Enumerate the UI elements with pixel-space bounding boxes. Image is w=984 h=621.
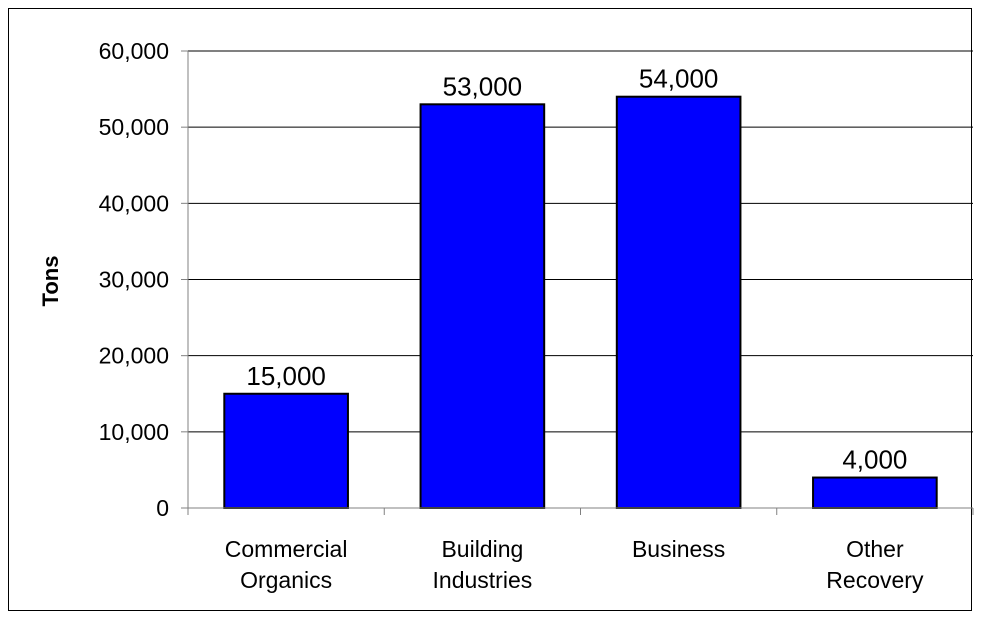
y-tick-label-5: 50,000	[99, 114, 169, 140]
data-label-3: 4,000	[842, 445, 907, 475]
data-label-0: 15,000	[246, 361, 326, 391]
y-tick-label-4: 40,000	[99, 190, 169, 216]
bar-1	[419, 103, 546, 509]
y-tick-label-6: 60,000	[99, 38, 169, 64]
y-tick-label-1: 10,000	[99, 419, 169, 445]
y-tick-label-0: 0	[156, 495, 169, 521]
y-axis-title: Tons	[38, 256, 63, 307]
axes	[181, 50, 974, 515]
y-tick-label-3: 30,000	[99, 267, 169, 293]
bars	[223, 95, 938, 509]
x-tick-label-3-line-1: Recovery	[826, 567, 924, 593]
x-tick-label-3: Other Recovery	[826, 536, 924, 593]
x-tick-label-1-line-1: Industries	[433, 567, 533, 593]
x-tick-label-2-line-0: Business	[632, 536, 725, 562]
data-label-2: 54,000	[639, 64, 719, 94]
bar-3	[812, 476, 938, 509]
y-tick-label-2: 20,000	[99, 343, 169, 369]
x-tick-label-3-line-0: Other	[846, 536, 904, 562]
x-tick-label-0: Commercial Organics	[225, 536, 348, 593]
x-tick-label-1: Building Industries	[433, 536, 533, 593]
x-tick-label-0-line-1: Organics	[240, 567, 332, 593]
x-tick-label-0-line-0: Commercial	[225, 536, 348, 562]
bar-2	[615, 95, 742, 509]
bar-0	[223, 392, 349, 509]
x-tick-label-1-line-0: Building	[441, 536, 523, 562]
labels: 15,000 53,000 54,000 4,000 0 10,000 20,000 30,0…	[99, 38, 924, 593]
data-label-1: 53,000	[443, 71, 523, 101]
x-tick-label-2: Business	[632, 536, 725, 562]
